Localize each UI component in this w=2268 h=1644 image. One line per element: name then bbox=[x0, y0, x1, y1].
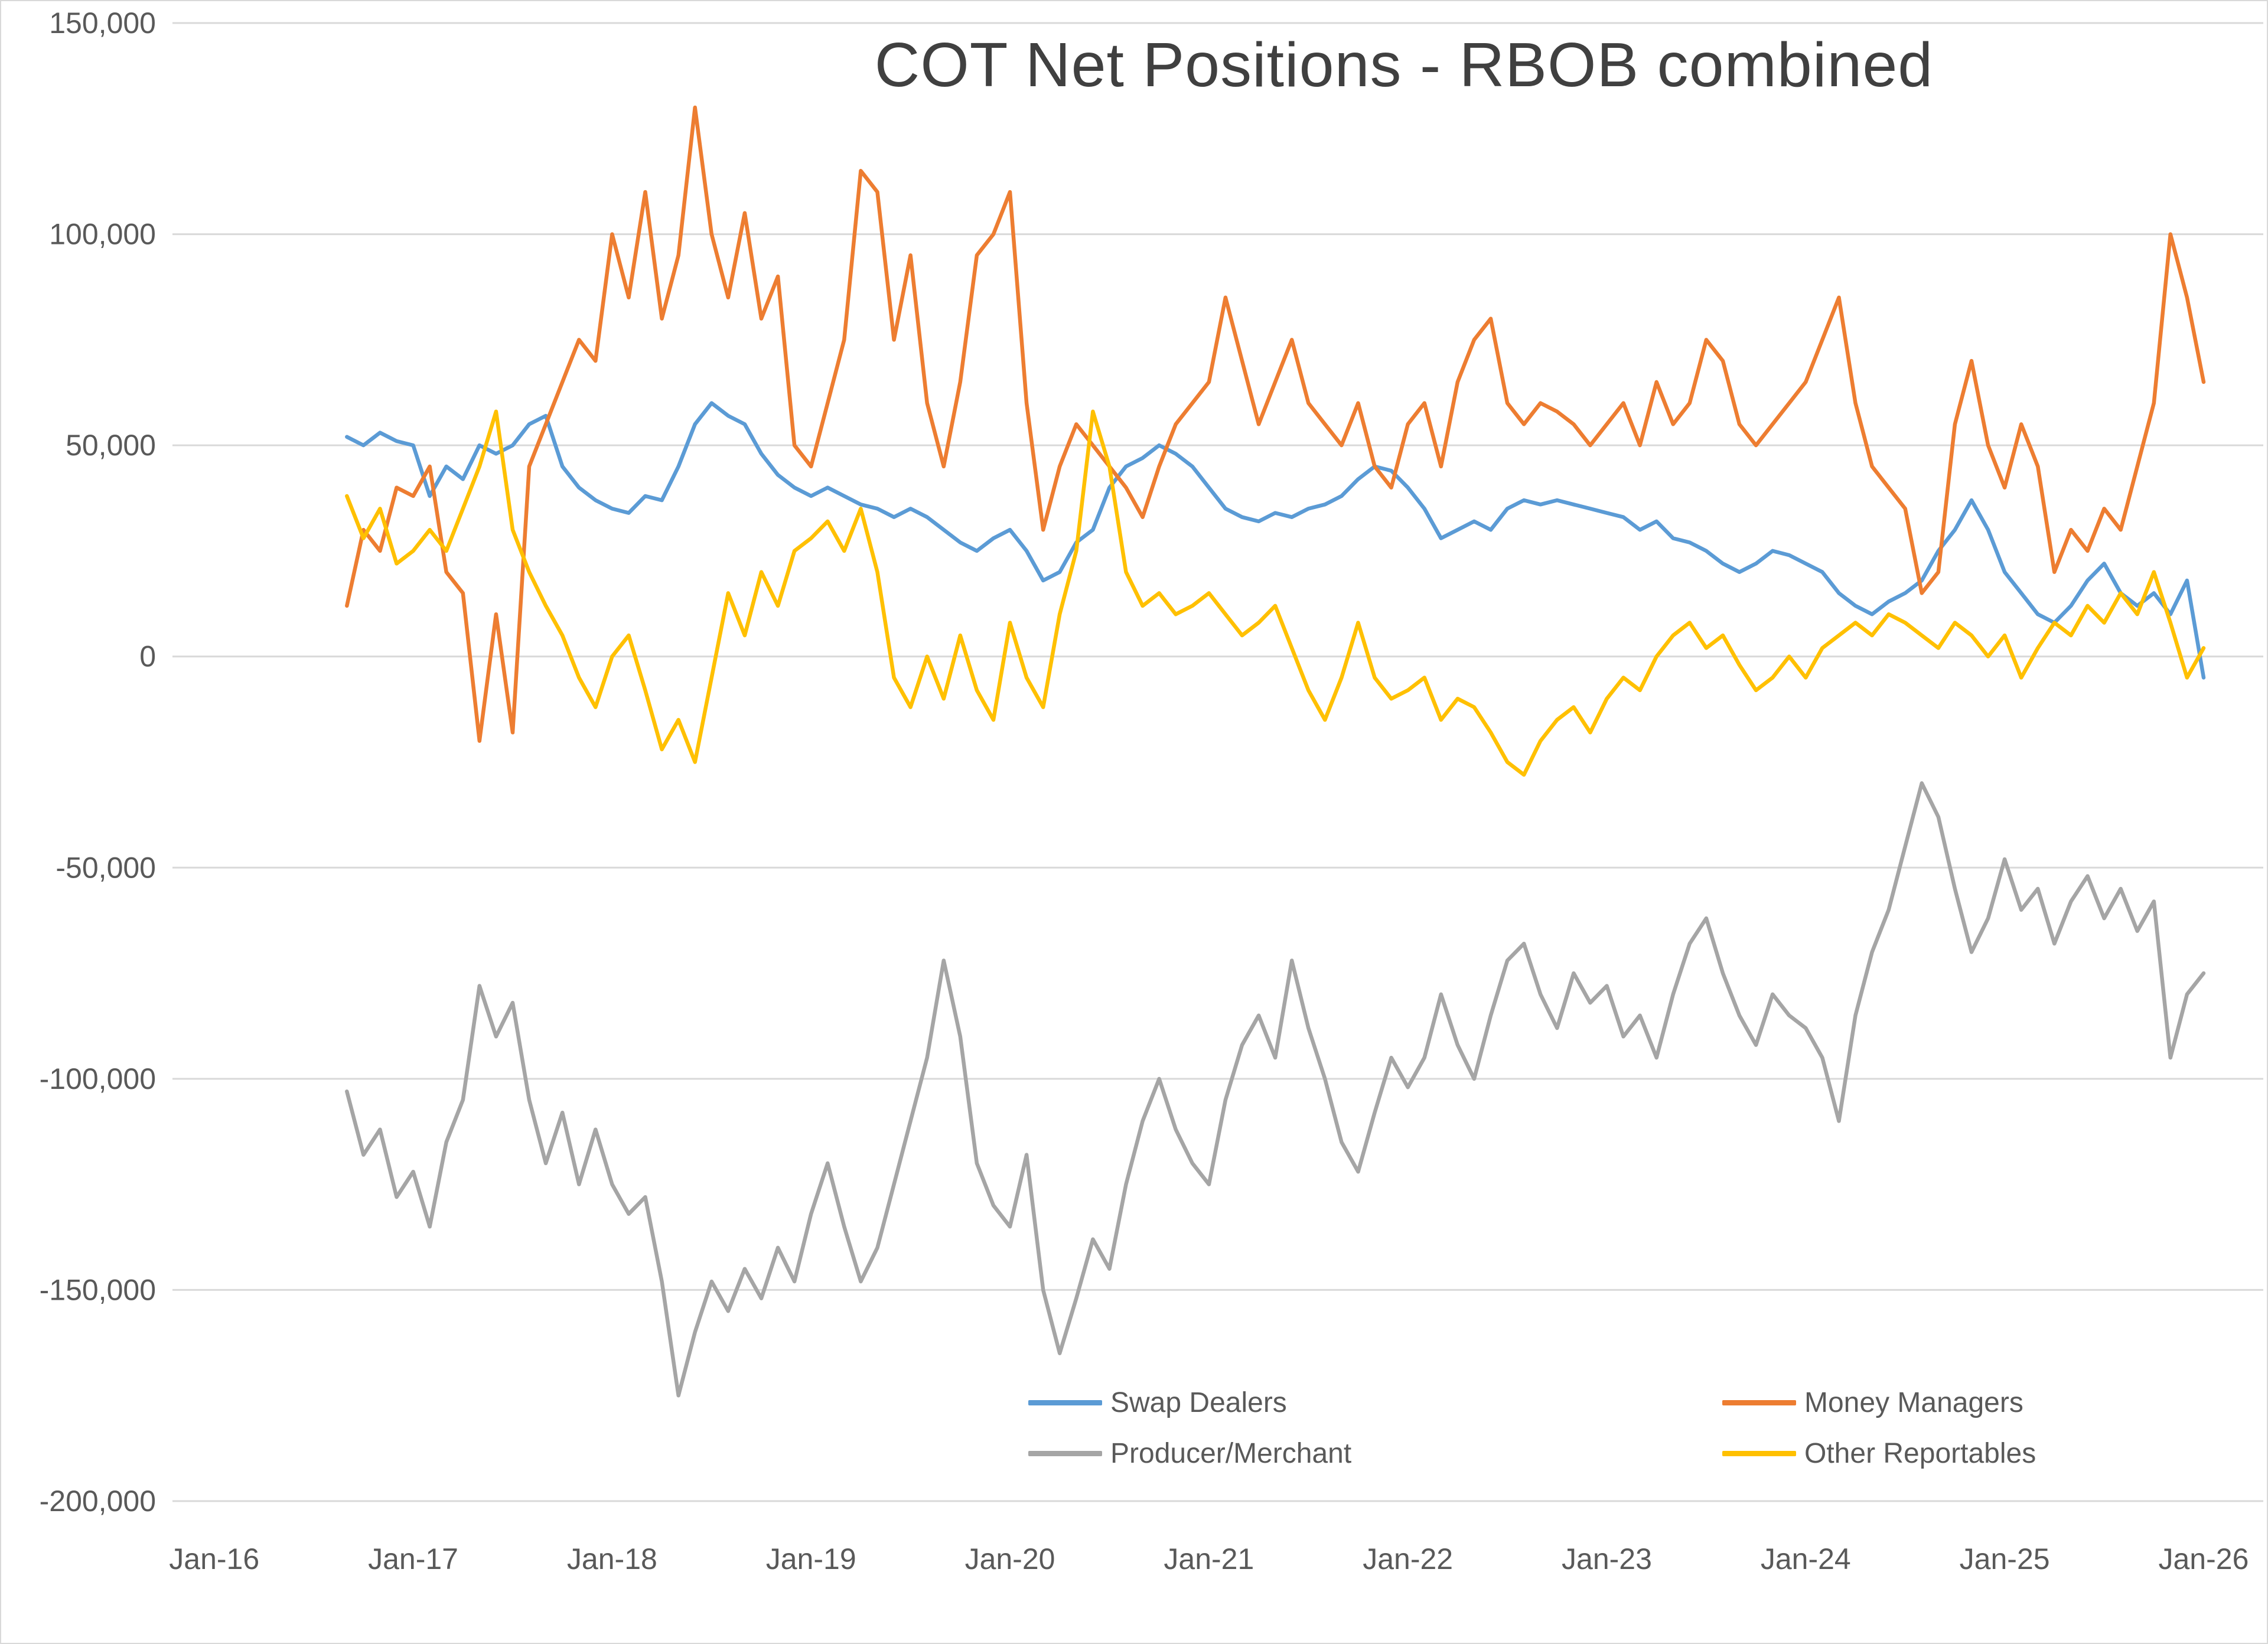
x-axis-tick-label: Jan-21 bbox=[1164, 1542, 1254, 1576]
x-axis-tick-label: Jan-23 bbox=[1562, 1542, 1652, 1576]
x-axis-tick-label: Jan-22 bbox=[1363, 1542, 1453, 1576]
legend-item-other-reportables: Other Reportables bbox=[1722, 1437, 2036, 1470]
y-axis-tick-label: -100,000 bbox=[40, 1062, 156, 1095]
series-line-other-reportables bbox=[345, 409, 2206, 777]
legend-item-money-managers: Money Managers bbox=[1722, 1387, 2036, 1419]
series-line-producer-merchant bbox=[345, 781, 2206, 1398]
legend-swatch-other-reportables bbox=[1722, 1450, 1796, 1456]
y-axis-tick-label: 50,000 bbox=[66, 429, 156, 462]
series-line-money-managers bbox=[345, 105, 2206, 743]
x-axis-tick-label: Jan-17 bbox=[368, 1542, 458, 1576]
x-axis-tick-label: Jan-25 bbox=[1960, 1542, 2050, 1576]
x-axis-tick-label: Jan-26 bbox=[2159, 1542, 2249, 1576]
x-axis-tick-label: Jan-18 bbox=[567, 1542, 657, 1576]
y-axis-tick-label: 0 bbox=[139, 640, 156, 673]
x-axis-tick-label: Jan-20 bbox=[965, 1542, 1055, 1576]
y-axis-tick-label: -200,000 bbox=[40, 1485, 156, 1518]
legend-swatch-producer-merchant bbox=[1028, 1450, 1102, 1456]
y-axis-tick-label: 150,000 bbox=[49, 6, 156, 40]
legend: Swap Dealers Money Managers Producer/Mer… bbox=[1028, 1377, 2036, 1479]
legend-swatch-money-managers bbox=[1722, 1400, 1796, 1405]
x-axis-tick-label: Jan-16 bbox=[169, 1542, 259, 1576]
legend-label-money-managers: Money Managers bbox=[1804, 1387, 2023, 1418]
legend-item-swap-dealers: Swap Dealers bbox=[1028, 1387, 1722, 1419]
legend-swatch-swap-dealers bbox=[1028, 1400, 1102, 1405]
legend-label-swap-dealers: Swap Dealers bbox=[1110, 1387, 1287, 1418]
x-axis-tick-label: Jan-19 bbox=[766, 1542, 856, 1576]
series-line-swap-dealers bbox=[345, 401, 2206, 680]
y-axis-tick-label: -50,000 bbox=[56, 851, 156, 884]
x-axis-tick-label: Jan-24 bbox=[1761, 1542, 1851, 1576]
legend-label-producer-merchant: Producer/Merchant bbox=[1110, 1437, 1352, 1469]
legend-item-producer-merchant: Producer/Merchant bbox=[1028, 1437, 1722, 1470]
legend-label-other-reportables: Other Reportables bbox=[1804, 1437, 2036, 1469]
y-axis-tick-label: 100,000 bbox=[49, 218, 156, 251]
y-axis-tick-label: -150,000 bbox=[40, 1273, 156, 1306]
chart-title: COT Net Positions - RBOB combined bbox=[874, 30, 1934, 100]
